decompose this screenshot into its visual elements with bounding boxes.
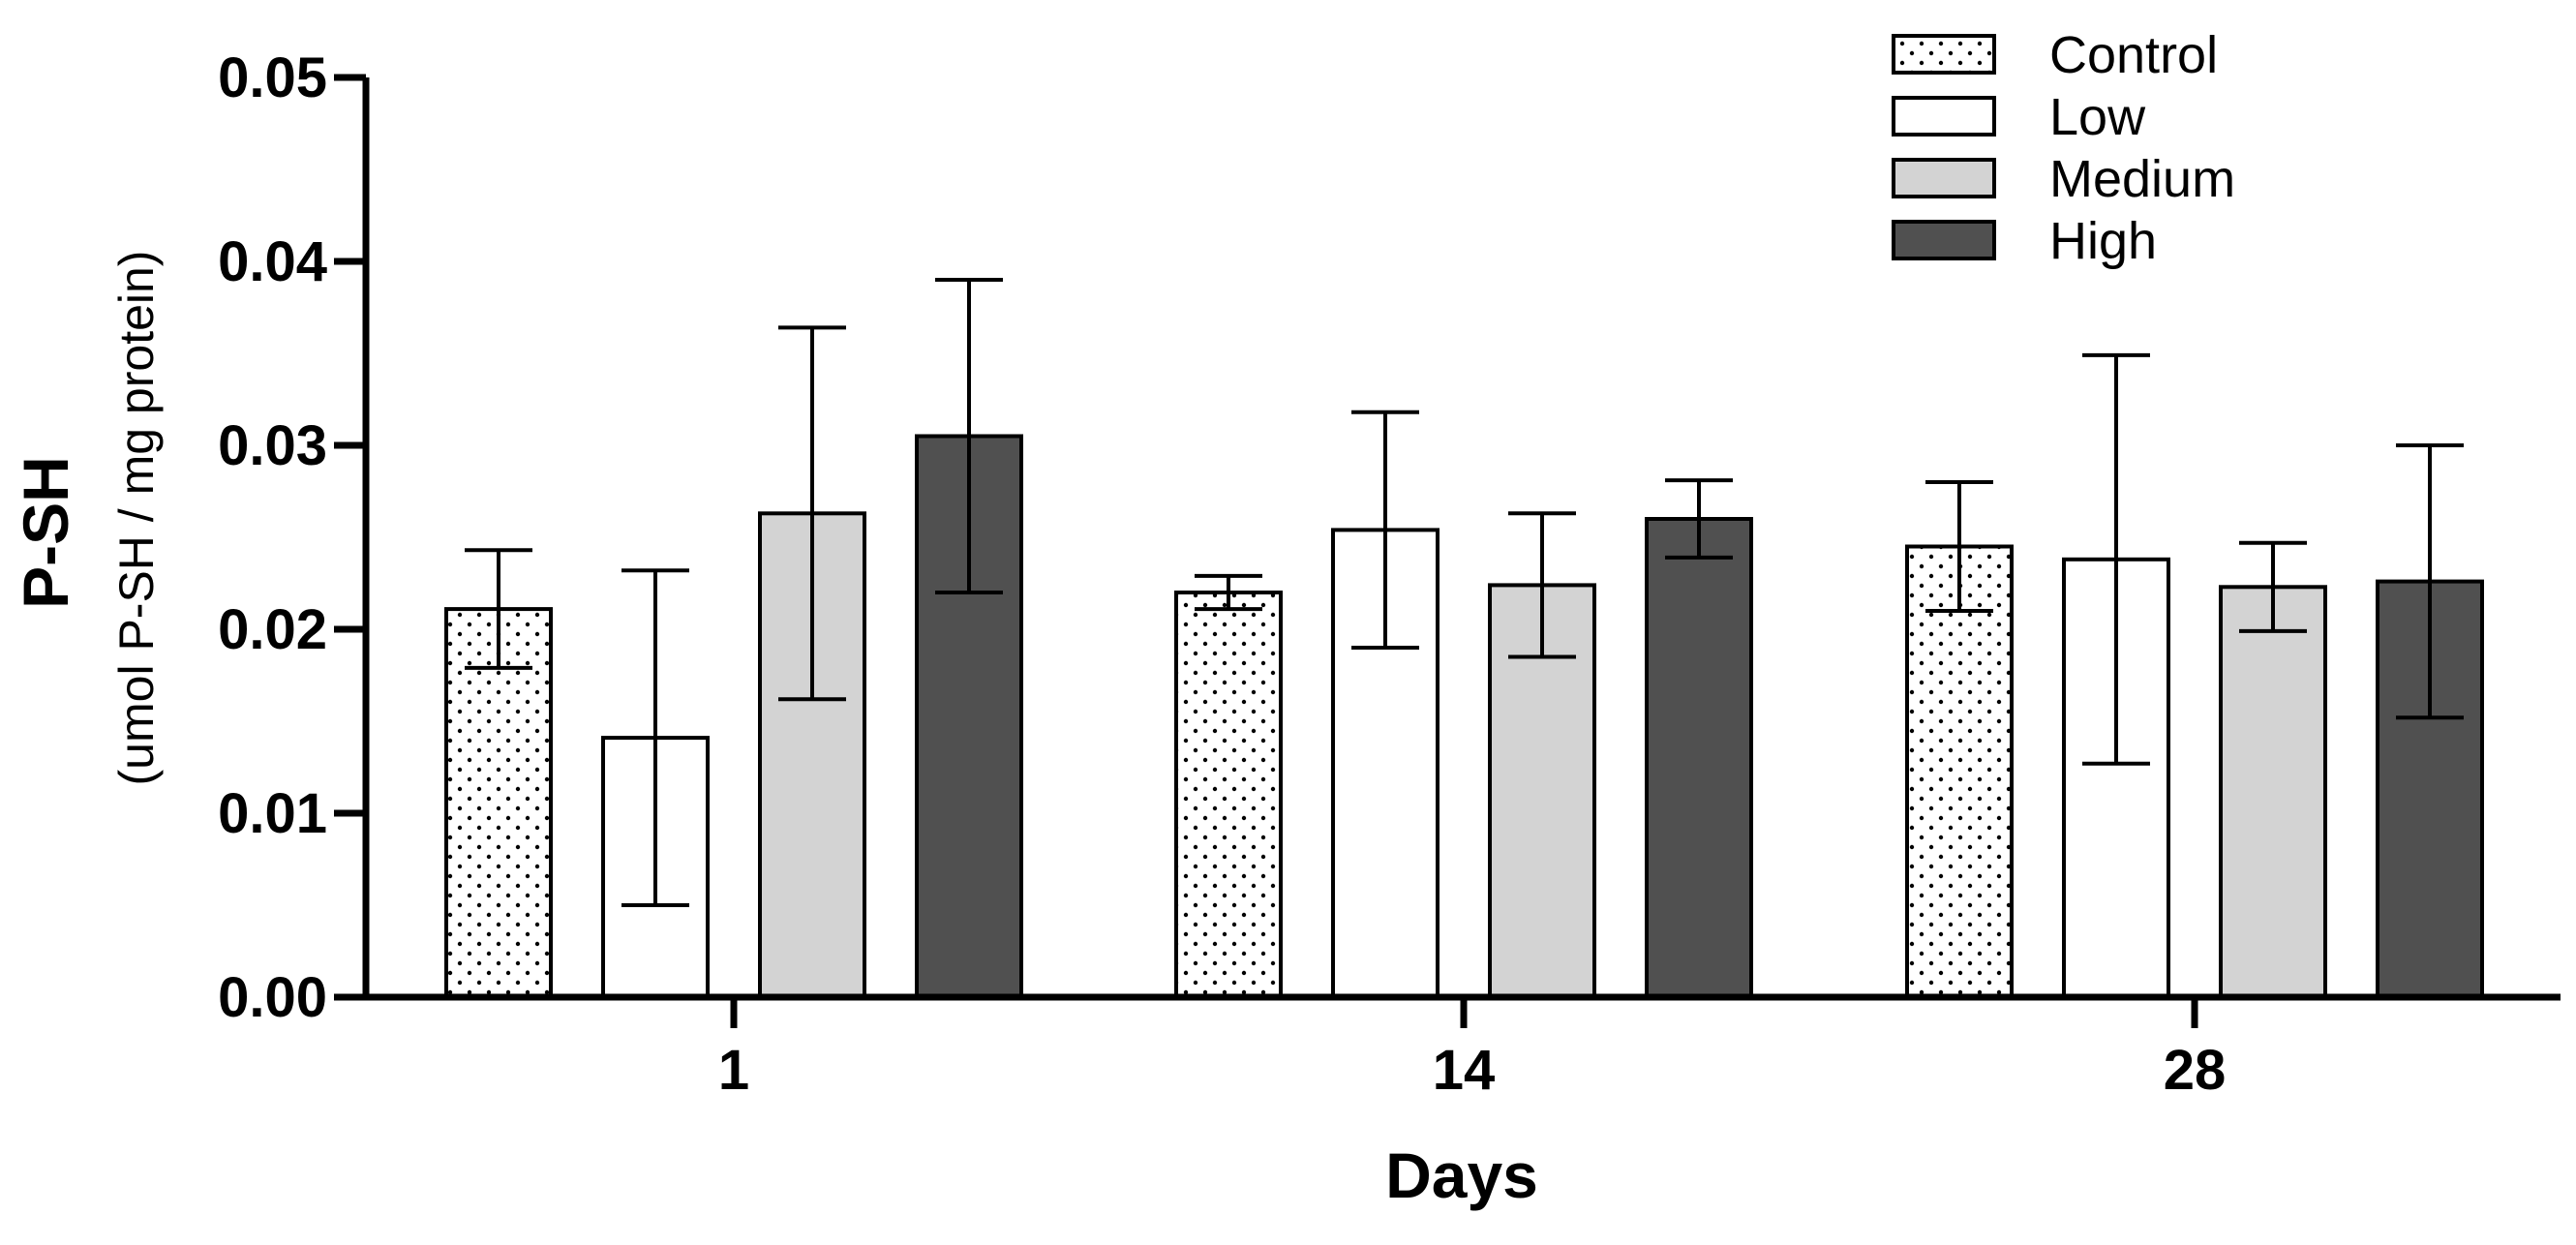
error-bar-low-day-14 [1351,410,1419,650]
legend-swatch [1892,96,1996,137]
legend-item-control: Control [1892,26,2218,84]
legend-item-low: Low [1892,88,2146,146]
y-axis-title: P-SH [10,456,81,609]
error-bar-medium-day-14 [1508,511,1576,659]
legend-swatch [1892,220,1996,260]
error-bar-control-day-14 [1195,573,1262,612]
x-tick-label: 28 [2164,1039,2227,1102]
y-axis-subtitle: (umol P-SH / mg protein) [109,251,164,786]
bar-control-day-14 [1174,591,1283,999]
x-tick-label: 14 [1433,1039,1496,1102]
y-axis-ticks: 0.00 0.01 0.02 0.03 0.04 0.05 [218,46,366,1029]
legend-item-high: High [1892,212,2157,270]
error-bar-low-day-28 [2082,352,2150,766]
y-tick-label: 0.02 [218,598,327,661]
y-tick-label: 0.05 [218,46,327,109]
bar-control-day-28 [1905,544,2014,999]
legend-label: Low [2049,88,2146,146]
error-bar-control-day-1 [465,548,532,670]
error-bar-medium-day-1 [778,325,846,702]
bar-high-day-14 [1645,517,1753,999]
error-bar-control-day-28 [1925,480,1993,613]
bar-low-day-28 [2062,557,2170,999]
bars-layer [444,434,2484,1000]
legend-label: High [2049,212,2157,270]
legend-swatch [1892,34,1996,75]
error-bar-medium-day-28 [2239,540,2307,633]
legend-label: Medium [2049,150,2235,208]
error-bar-high-day-14 [1665,478,1733,560]
bar-control-day-1 [444,607,553,999]
bar-medium-day-28 [2219,585,2327,999]
y-tick-label: 0.01 [218,782,327,845]
error-bar-high-day-1 [935,278,1003,594]
x-axis-title: Days [1385,1139,1538,1211]
y-tick-label: 0.00 [218,966,327,1029]
legend-swatch [1892,158,1996,198]
y-tick-label: 0.04 [218,230,327,293]
error-bars-layer [465,278,2464,907]
x-tick-label: 1 [718,1039,749,1102]
error-bar-high-day-28 [2396,443,2464,720]
y-tick-label: 0.03 [218,414,327,477]
x-axis-ticks: 1 14 28 [718,997,2226,1102]
legend-label: Control [2049,26,2218,84]
legend-item-medium: Medium [1892,150,2235,208]
error-bar-low-day-1 [621,568,689,907]
